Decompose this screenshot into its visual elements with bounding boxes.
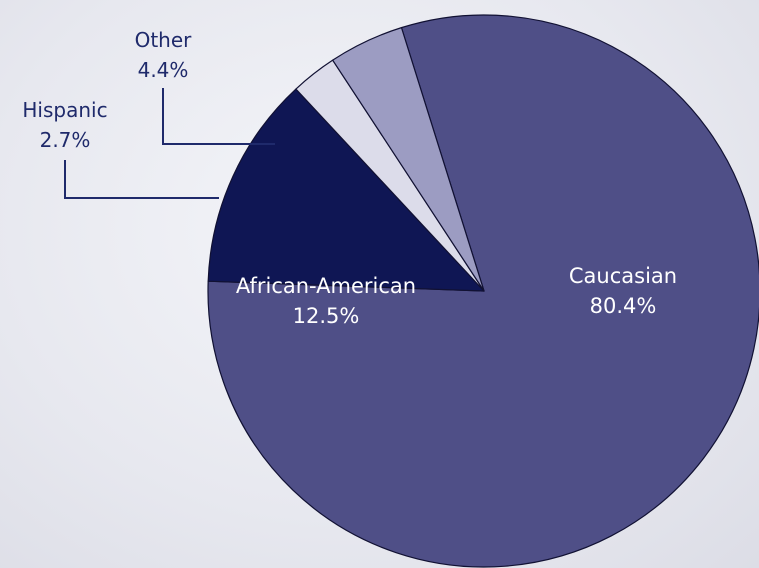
pie-slice-african-american <box>207 88 485 292</box>
slice-value-label-african-american: 12.5% <box>293 304 360 328</box>
slice-name-label-african-american: African-American <box>236 274 416 298</box>
slice-value-label-hispanic: 2.7% <box>40 128 91 152</box>
pie-slice-other <box>332 27 485 292</box>
slice-name-label-caucasian: Caucasian <box>569 264 677 288</box>
pie-labels: Caucasian 80.4% African-American 12.5% Hispa… <box>22 28 677 328</box>
slice-name-label-other: Other <box>135 28 193 52</box>
slice-value-label-other: 4.4% <box>138 58 189 82</box>
slice-name-label-hispanic: Hispanic <box>22 98 107 122</box>
callout-line-hispanic <box>64 160 219 199</box>
callout-line-other <box>162 88 275 145</box>
pie-slices <box>207 14 759 568</box>
slice-value-label-caucasian: 80.4% <box>590 294 657 318</box>
